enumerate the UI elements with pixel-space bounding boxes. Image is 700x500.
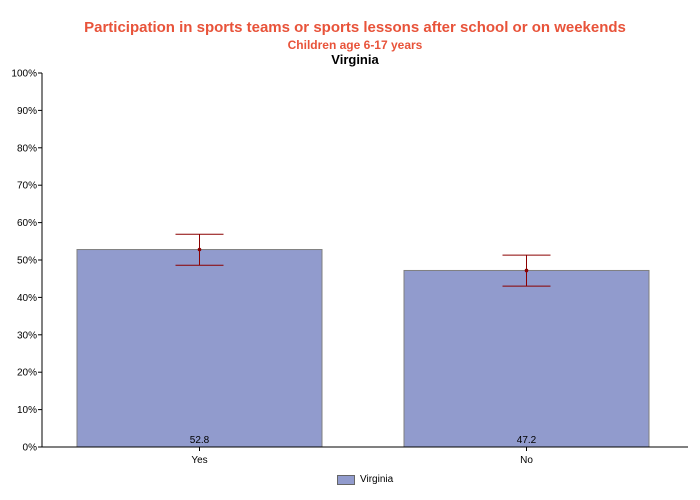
point-estimate-marker <box>524 268 529 273</box>
y-tick-label: 40% <box>17 293 37 304</box>
chart-title: Participation in sports teams or sports … <box>84 19 626 36</box>
bar-yes <box>76 249 323 448</box>
y-tick-label: 70% <box>17 181 37 192</box>
y-tick-label: 0% <box>23 443 38 454</box>
chart-subtitle: Children age 6-17 years <box>287 38 423 52</box>
y-tick-label: 100% <box>11 69 37 80</box>
bar-value-label: 47.2 <box>517 435 537 446</box>
y-tick-label: 20% <box>17 368 37 379</box>
bar-no <box>403 269 650 448</box>
y-tick-label: 90% <box>17 106 37 117</box>
bar-value-label: 52.8 <box>190 435 210 446</box>
legend-swatch <box>337 474 355 485</box>
y-tick-label: 10% <box>17 405 37 416</box>
y-tick-label: 80% <box>17 143 37 154</box>
x-tick-label: No <box>520 455 533 466</box>
y-tick-label: 60% <box>17 218 37 229</box>
legend: Virginia <box>337 474 393 485</box>
region-title: Virginia <box>331 52 379 67</box>
y-tick-label: 50% <box>17 256 37 267</box>
legend-label: Virginia <box>360 474 394 485</box>
x-tick-label: Yes <box>191 455 207 466</box>
point-estimate-marker <box>197 247 202 252</box>
y-tick-label: 30% <box>17 330 37 341</box>
